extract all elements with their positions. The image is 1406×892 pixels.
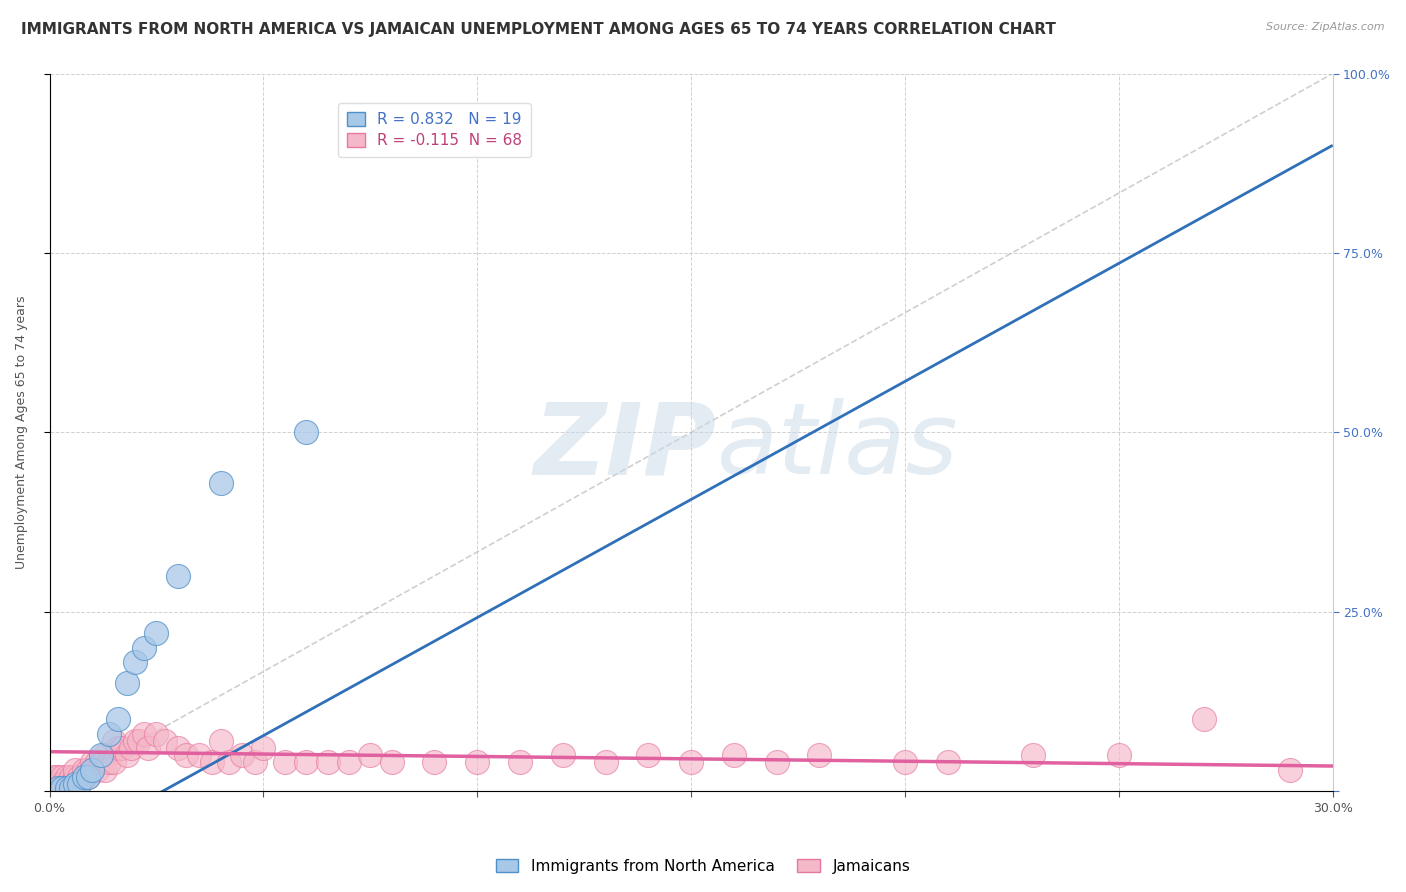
Point: [46, 777, 69, 791]
Point: [1194, 712, 1216, 726]
Point: [73, 770, 96, 784]
Point: [103, 734, 125, 748]
Point: [63, 770, 86, 784]
Point: [90, 748, 112, 763]
Point: [681, 756, 703, 770]
Point: [63, 777, 86, 791]
Point: [218, 756, 240, 770]
Point: [107, 741, 129, 756]
Point: [69, 777, 91, 791]
Point: [201, 756, 224, 770]
Point: [82, 756, 104, 770]
Point: [723, 748, 745, 763]
Point: [176, 748, 198, 763]
Point: [1108, 748, 1130, 763]
Point: [166, 569, 188, 583]
Point: [166, 741, 188, 756]
Point: [82, 763, 104, 777]
Point: [107, 712, 129, 726]
Point: [423, 756, 446, 770]
Point: [69, 777, 91, 791]
Point: [1278, 763, 1301, 777]
Point: [894, 756, 917, 770]
Point: [77, 770, 100, 784]
Point: [188, 748, 211, 763]
Point: [209, 734, 232, 748]
Y-axis label: Unemployment Among Ages 65 to 74 years: Unemployment Among Ages 65 to 74 years: [15, 295, 28, 569]
Point: [132, 727, 155, 741]
Point: [98, 756, 121, 770]
Legend: Immigrants from North America, Jamaicans: Immigrants from North America, Jamaicans: [489, 853, 917, 880]
Point: [465, 756, 488, 770]
Point: [1022, 748, 1045, 763]
Point: [637, 748, 659, 763]
Point: [73, 770, 96, 784]
Point: [51, 780, 73, 795]
Point: [124, 655, 146, 669]
Point: [63, 763, 86, 777]
Point: [243, 756, 266, 770]
Point: [337, 756, 360, 770]
Point: [316, 756, 339, 770]
Point: [124, 734, 146, 748]
Point: [46, 780, 69, 795]
Text: Source: ZipAtlas.com: Source: ZipAtlas.com: [1267, 22, 1385, 32]
Point: [595, 756, 617, 770]
Point: [252, 741, 274, 756]
Point: [103, 756, 125, 770]
Point: [82, 763, 104, 777]
Point: [86, 756, 108, 770]
Point: [55, 777, 77, 791]
Point: [59, 780, 82, 795]
Point: [231, 748, 253, 763]
Point: [59, 770, 82, 784]
Point: [274, 756, 297, 770]
Point: [94, 763, 117, 777]
Point: [77, 763, 100, 777]
Point: [509, 756, 531, 770]
Point: [55, 780, 77, 795]
Point: [55, 770, 77, 784]
Point: [69, 770, 91, 784]
Point: [359, 748, 381, 763]
Point: [145, 626, 167, 640]
Legend: R = 0.832   N = 19, R = -0.115  N = 68: R = 0.832 N = 19, R = -0.115 N = 68: [337, 103, 531, 157]
Point: [153, 734, 176, 748]
Point: [381, 756, 404, 770]
Text: IMMIGRANTS FROM NORTH AMERICA VS JAMAICAN UNEMPLOYMENT AMONG AGES 65 TO 74 YEARS: IMMIGRANTS FROM NORTH AMERICA VS JAMAICA…: [21, 22, 1056, 37]
Point: [51, 777, 73, 791]
Point: [94, 748, 117, 763]
Point: [936, 756, 959, 770]
Point: [46, 770, 69, 784]
Text: ZIP: ZIP: [534, 398, 717, 495]
Point: [111, 741, 134, 756]
Point: [120, 741, 142, 756]
Point: [295, 756, 318, 770]
Point: [86, 763, 108, 777]
Point: [59, 777, 82, 791]
Point: [115, 676, 138, 690]
Point: [42, 770, 65, 784]
Point: [765, 756, 787, 770]
Point: [145, 727, 167, 741]
Point: [77, 770, 100, 784]
Point: [51, 770, 73, 784]
Point: [808, 748, 831, 763]
Point: [90, 756, 112, 770]
Point: [209, 475, 232, 490]
Point: [73, 763, 96, 777]
Point: [551, 748, 574, 763]
Point: [98, 727, 121, 741]
Point: [115, 748, 138, 763]
Point: [295, 425, 318, 440]
Text: atlas: atlas: [717, 398, 959, 495]
Point: [132, 640, 155, 655]
Point: [128, 734, 150, 748]
Point: [136, 741, 159, 756]
